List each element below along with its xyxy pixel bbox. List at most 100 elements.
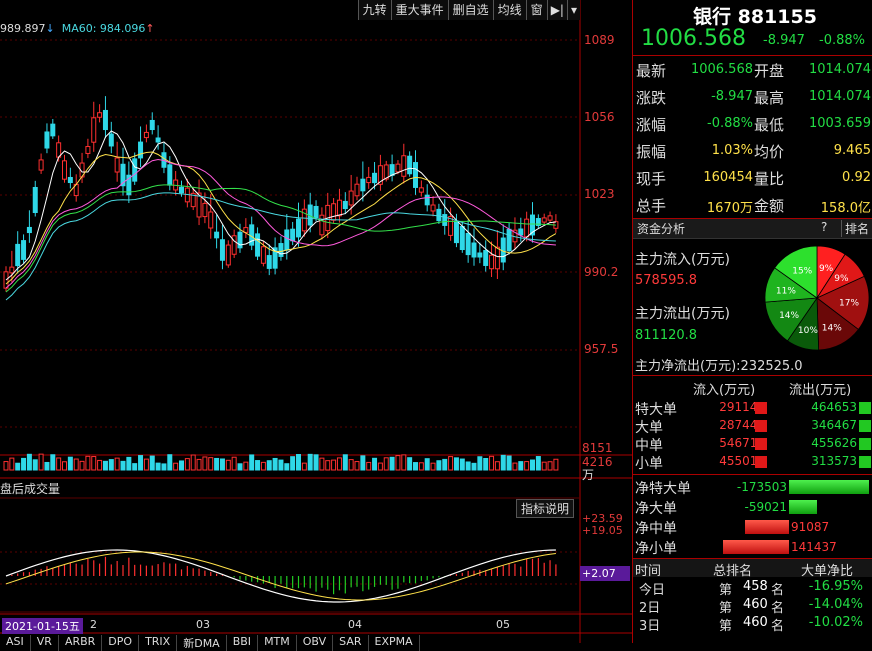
volume-bar: [167, 454, 173, 471]
quote-label: 开盘: [754, 62, 785, 80]
volume-bar: [114, 457, 120, 471]
outflow-value: 313573: [811, 454, 857, 468]
volume-bar: [184, 458, 190, 471]
indicator-tab[interactable]: ASI: [0, 635, 31, 651]
volume-bar: [395, 455, 401, 471]
flow-row: 大单 287446 346467: [633, 417, 872, 436]
price-tick-1089: 1089: [584, 33, 615, 47]
indicator-tab[interactable]: BBI: [227, 635, 259, 651]
flow-row: 小单 455011 313573: [633, 453, 872, 472]
inflow-swatch: [755, 420, 767, 432]
candle-body: [50, 123, 56, 137]
pie-label: 9%: [834, 274, 849, 284]
quote-label: 均价: [754, 143, 785, 161]
candle-body: [15, 243, 21, 267]
quote-panel: 银行 881155 1006.568 -8.947 -0.88% 最新 1006.…: [632, 0, 872, 643]
indicator-tab[interactable]: SAR: [333, 635, 369, 651]
big-order-ratio: -16.95%: [808, 579, 863, 594]
volume-bar: [278, 459, 284, 471]
volume-bar: [518, 461, 524, 471]
order-type: 大单: [635, 420, 663, 436]
quote-row: 涨幅 -0.88% 最低 1003.659: [633, 112, 872, 139]
inflow-header: 流入(万元): [693, 383, 756, 398]
rank-button[interactable]: 排名: [841, 220, 869, 237]
volume-bar: [319, 457, 325, 471]
candle-body: [407, 155, 413, 175]
candle-body: [547, 215, 553, 221]
candle-body: [389, 164, 395, 176]
remove-watchlist-button[interactable]: 删自选: [447, 0, 493, 20]
indicator-tab[interactable]: OBV: [297, 635, 334, 651]
kline-chart[interactable]: 九转 重大事件 删自选 均线 窗 ▶| ▾ 989.897↓ MA60: 984…: [0, 0, 632, 651]
candle-body: [126, 174, 132, 196]
volume-bar: [79, 460, 85, 471]
volume-bar: [483, 458, 489, 471]
volume-bar: [143, 458, 149, 471]
rank-prefix: 第: [719, 619, 733, 634]
volume-bar: [372, 457, 378, 471]
moving-average-button[interactable]: 均线: [492, 0, 526, 20]
rank-prefix: 第: [719, 583, 733, 598]
volume-bar: [102, 460, 108, 471]
jiuzhuan-button[interactable]: 九转: [357, 0, 391, 20]
quote-row: 现手 160454 量比 0.92: [633, 166, 872, 193]
chevron-down-icon[interactable]: ▾: [566, 0, 580, 20]
flow-row: 中单 546714 455626: [633, 435, 872, 454]
volume-bar: [541, 461, 547, 471]
quote-label: 金额: [754, 197, 785, 215]
quote-label: 最高: [754, 89, 785, 107]
outflow-header: 流出(万元): [789, 383, 852, 398]
indicator-tab[interactable]: VR: [31, 635, 59, 651]
indicator-tab[interactable]: EXPMA: [369, 635, 420, 651]
net-outflow-value: 232525.0: [740, 359, 803, 374]
major-events-button[interactable]: 重大事件: [390, 0, 448, 20]
volume-bar: [436, 460, 442, 471]
volume-bar: [50, 454, 56, 471]
quote-value: -0.88%: [707, 116, 753, 131]
volume-bar: [202, 456, 208, 471]
quote-value: 1.03%: [711, 143, 753, 158]
quote-label: 振幅: [636, 143, 667, 161]
candle-body: [395, 163, 401, 173]
net-order-type: 净小单: [635, 541, 677, 557]
net-bar: [745, 520, 789, 534]
skip-end-icon[interactable]: ▶|: [546, 0, 567, 20]
candle-body: [477, 252, 483, 258]
last-price: 1006.568: [641, 26, 746, 51]
indicator-tab[interactable]: DPO: [102, 635, 140, 651]
candle-body: [489, 254, 495, 270]
fund-title: 资金分析: [637, 222, 686, 236]
volume-bar: [219, 458, 225, 471]
indicator-tab[interactable]: 新DMA: [177, 635, 227, 651]
volume-bar: [73, 458, 79, 471]
quote-label: 最低: [754, 116, 785, 134]
candle-body: [62, 160, 67, 180]
window-button[interactable]: 窗: [525, 0, 547, 20]
candle-body: [208, 211, 214, 229]
inflow-value: 291149: [719, 400, 765, 414]
main-outflow-label: 主力流出(万元): [635, 306, 730, 322]
inflow-swatch: [755, 438, 767, 450]
volume-bar: [225, 459, 231, 471]
candle-body: [494, 246, 500, 270]
rank-period: 2日: [639, 601, 661, 616]
main-outflow-value: 811120.8: [635, 328, 698, 343]
date-tick-2: 2: [90, 618, 97, 631]
price-tick-1056: 1056: [584, 110, 615, 124]
pie-slice: [774, 245, 818, 299]
candle-body: [21, 240, 27, 260]
ma-line: [5, 184, 556, 293]
candle-body: [290, 228, 296, 242]
indicator-tab[interactable]: ARBR: [59, 635, 103, 651]
candle-body: [243, 227, 249, 233]
candle-body: [237, 231, 243, 249]
indicator-tab[interactable]: TRIX: [139, 635, 178, 651]
help-icon[interactable]: ?: [821, 220, 828, 234]
indicator-help-button[interactable]: 指标说明: [516, 499, 575, 518]
net-value: -59021: [744, 500, 787, 514]
volume-bar: [67, 456, 73, 471]
candle-body: [442, 214, 448, 226]
chart-toolbar: 九转 重大事件 删自选 均线 窗 ▶| ▾: [357, 0, 580, 20]
indicator-tab[interactable]: MTM: [258, 635, 297, 651]
candle-body: [231, 235, 237, 255]
